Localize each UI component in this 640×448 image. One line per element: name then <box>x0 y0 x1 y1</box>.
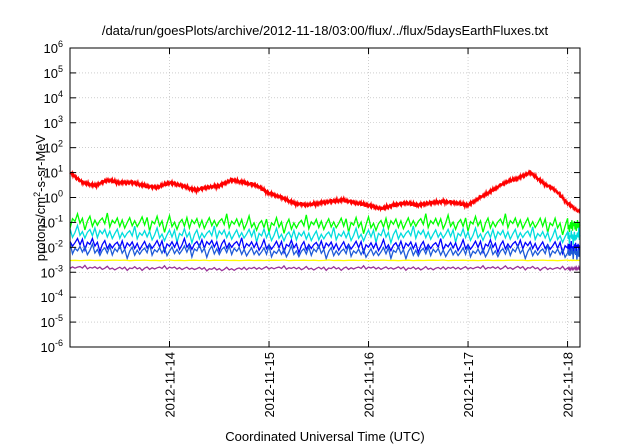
series-layer <box>69 169 581 272</box>
y-tick-label-exponent: 5 <box>58 64 63 74</box>
y-tick-label: 101 <box>44 164 63 181</box>
series-line <box>69 223 581 246</box>
y-tick-label-exponent: 0 <box>58 189 63 199</box>
chart-title: /data/run/goesPlots/archive/2012-11-18/0… <box>102 23 549 38</box>
y-tick-label-base: 10 <box>44 141 58 156</box>
y-tick-label-exponent: -1 <box>55 213 63 223</box>
x-tick-label: 2012-11-18 <box>561 352 576 418</box>
y-tick-label-exponent: 3 <box>58 114 63 124</box>
series-line <box>69 241 581 262</box>
series-line <box>69 264 581 272</box>
y-tick-label-base: 10 <box>41 340 55 355</box>
y-tick-label: 104 <box>44 89 63 106</box>
y-tick-label-exponent: 4 <box>58 89 63 99</box>
grid <box>70 48 580 347</box>
y-axis-label: protons/cm2-s-sr-MeV <box>32 134 48 261</box>
y-tick-label: 10-1 <box>41 213 63 230</box>
y-tick-label: 10-5 <box>41 313 63 330</box>
y-tick-label-base: 10 <box>44 191 58 206</box>
y-tick-label: 10-3 <box>41 263 63 280</box>
y-tick-label-exponent: -6 <box>55 338 63 348</box>
y-tick-label-base: 10 <box>44 116 58 131</box>
series-line <box>69 236 581 256</box>
y-tick-label-exponent: -3 <box>55 263 63 273</box>
y-tick-label-exponent: 6 <box>58 39 63 49</box>
series-line <box>69 259 581 262</box>
y-tick-label-base: 10 <box>41 315 55 330</box>
axes: 10-610-510-410-310-210-11001011021031041… <box>41 39 581 418</box>
x-tick-label: 2012-11-15 <box>262 352 277 418</box>
y-tick-label-exponent: -2 <box>55 238 63 248</box>
y-tick-label: 106 <box>44 39 63 56</box>
x-tick-label: 2012-11-16 <box>362 352 377 418</box>
y-tick-label-base: 10 <box>41 215 55 230</box>
y-tick-label-base: 10 <box>41 240 55 255</box>
y-tick-label-base: 10 <box>44 166 58 181</box>
y-tick-label-base: 10 <box>44 91 58 106</box>
y-tick-label: 103 <box>44 114 63 131</box>
x-tick-label: 2012-11-14 <box>163 352 178 418</box>
y-tick-label-base: 10 <box>44 41 58 56</box>
series-line <box>69 169 581 214</box>
y-tick-label-exponent: -4 <box>55 288 63 298</box>
y-tick-label: 10-4 <box>41 288 63 305</box>
y-tick-label-exponent: 2 <box>58 139 63 149</box>
y-tick-label: 102 <box>44 139 63 156</box>
y-tick-label-base: 10 <box>41 265 55 280</box>
y-tick-label: 10-2 <box>41 238 63 255</box>
y-tick-label: 100 <box>44 189 63 206</box>
y-tick-label-exponent: 1 <box>58 164 63 174</box>
y-tick-label-exponent: -5 <box>55 313 63 323</box>
x-tick-label: 2012-11-17 <box>461 352 476 418</box>
y-tick-label-base: 10 <box>41 290 55 305</box>
series-line <box>69 211 581 236</box>
y-tick-label: 10-6 <box>41 338 63 355</box>
y-tick-label: 105 <box>44 64 63 81</box>
x-axis-label: Coordinated Universal Time (UTC) <box>225 429 424 444</box>
y-tick-label-base: 10 <box>44 66 58 81</box>
